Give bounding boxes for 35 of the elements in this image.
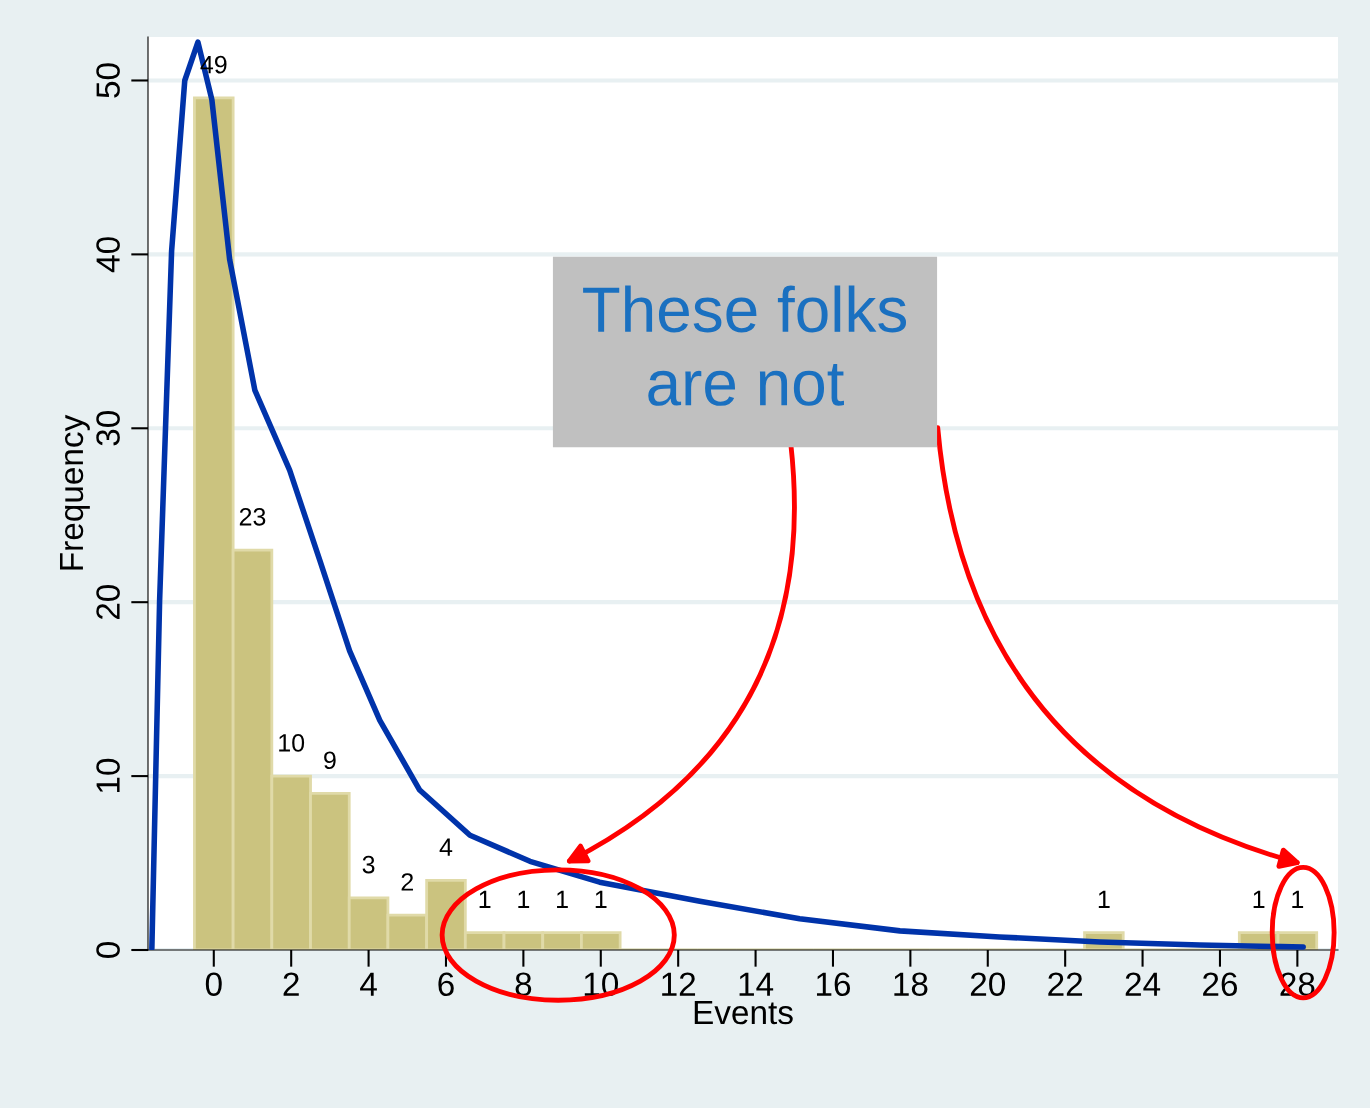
x-tick-label: 2 xyxy=(283,972,299,996)
x-tick-label: 26 xyxy=(1203,972,1238,997)
data-label: 1 xyxy=(557,890,568,908)
x-tick-label: 14 xyxy=(739,972,774,996)
data-label: 1 xyxy=(479,890,491,908)
y-tick-label: 30 xyxy=(96,411,120,446)
x-tick-label: 0 xyxy=(205,972,222,997)
x-tick-label: 22 xyxy=(1048,972,1083,996)
data-label: 3 xyxy=(362,855,375,874)
data-label: 1 xyxy=(1253,890,1265,908)
data-label: 2 xyxy=(401,873,413,891)
annotation: These folks are not xyxy=(583,285,907,406)
y-tick-label: 10 xyxy=(96,758,120,793)
x-tick-label: 24 xyxy=(1125,972,1161,996)
x-tick-label: 18 xyxy=(894,972,928,997)
y-tick-label: 50 xyxy=(96,63,120,98)
x-tick-label: 20 xyxy=(970,972,1006,997)
data-label: 4 xyxy=(439,838,453,856)
x-axis-title: Events xyxy=(694,1001,793,1025)
y-tick-label: 40 xyxy=(96,237,120,273)
x-tick-label: 16 xyxy=(816,972,851,997)
data-label: 1 xyxy=(595,890,607,908)
data-label: 1 xyxy=(518,890,530,908)
x-tick-label: 8 xyxy=(515,972,532,997)
y-axis-title: Frequency xyxy=(59,414,90,570)
y-tick-label: 20 xyxy=(96,584,120,620)
data-label: 1 xyxy=(1292,890,1304,908)
x-tick-label: 6 xyxy=(438,972,454,997)
x-tick-label: 4 xyxy=(360,972,377,996)
data-label: 10 xyxy=(279,734,305,752)
data-label: 1 xyxy=(1098,890,1110,908)
data-label: 9 xyxy=(324,751,336,770)
y-tick-label: 0 xyxy=(96,942,120,958)
x-tick-label: 12 xyxy=(662,972,696,996)
data-label: 23 xyxy=(239,507,266,526)
